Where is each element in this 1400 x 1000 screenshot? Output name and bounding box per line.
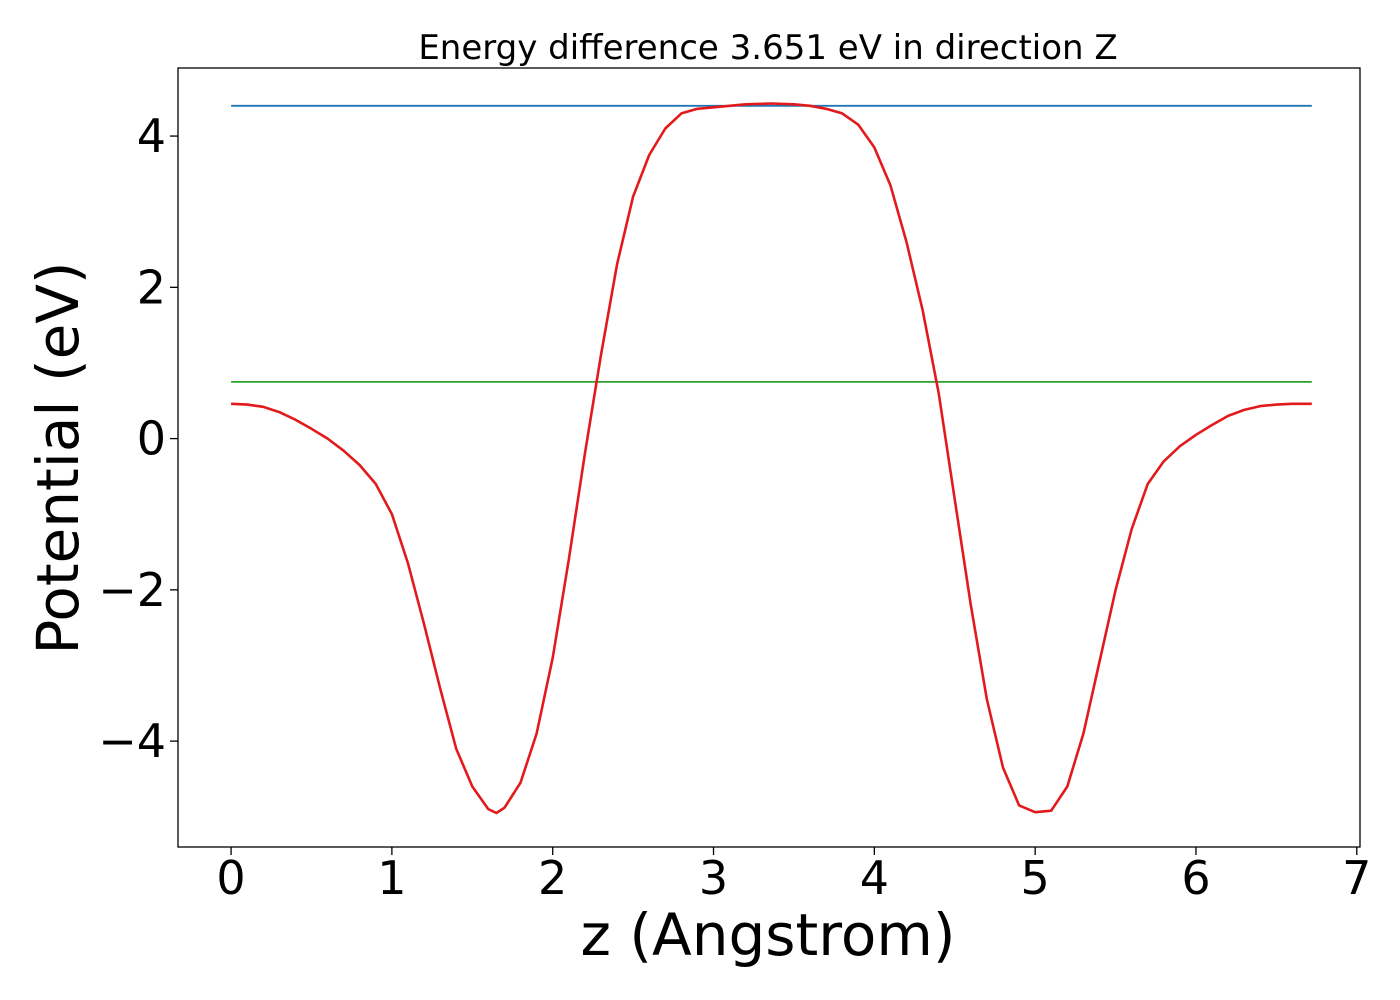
x-tick-label: 7 xyxy=(1342,851,1371,905)
chart-title: Energy difference 3.651 eV in direction … xyxy=(418,28,1117,68)
x-axis-label: z (Angstrom) xyxy=(581,901,956,969)
x-tick-label: 1 xyxy=(377,851,406,905)
plot-frame xyxy=(177,67,1361,848)
series-layer xyxy=(231,102,1312,815)
x-tick-label: 5 xyxy=(1021,851,1050,905)
series-line-2 xyxy=(231,102,1312,815)
y-axis-label: Potential (eV) xyxy=(24,261,92,654)
y-tick-label: −2 xyxy=(98,563,166,617)
x-tick-label: 2 xyxy=(538,851,567,905)
x-tick-label: 0 xyxy=(216,851,245,905)
y-axis-ticks: −4 −2 0 2 4 xyxy=(98,109,178,768)
y-tick-label: 4 xyxy=(137,109,166,163)
y-tick-label: 0 xyxy=(137,412,166,466)
x-axis-ticks: 0 1 2 3 4 5 6 7 xyxy=(216,847,1371,905)
y-tick-label: 2 xyxy=(137,260,166,314)
y-tick-label: −4 xyxy=(98,714,166,768)
x-tick-label: 4 xyxy=(860,851,889,905)
x-tick-label: 6 xyxy=(1181,851,1210,905)
x-tick-label: 3 xyxy=(699,851,728,905)
